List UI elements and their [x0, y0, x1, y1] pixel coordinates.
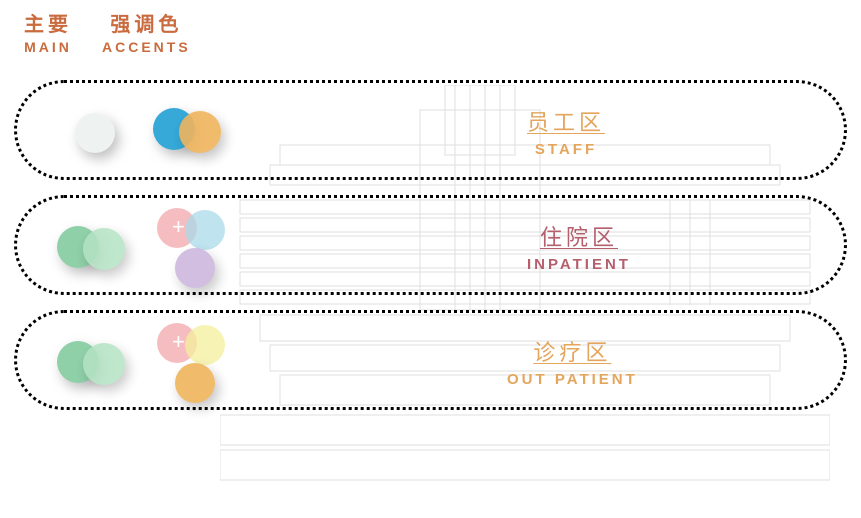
zone-label-en-inpatient: INPATIENT	[527, 256, 631, 273]
zone-label-inpatient: 住院区 INPATIENT	[527, 220, 631, 273]
zone-row-inpatient: + 住院区 INPATIENT	[14, 195, 847, 295]
accent-swatch-inpatient-2	[175, 248, 215, 288]
zone-label-staff: 员工区 STAFF	[527, 105, 605, 158]
accent-swatch-inpatient-1	[185, 210, 225, 250]
header: 主要 MAIN 强调色 ACCENTS	[24, 8, 191, 55]
zone-label-zh-staff: 员工区	[527, 105, 605, 137]
header-main-col: 主要 MAIN	[24, 8, 72, 55]
zone-label-outpatient: 诊疗区 OUT PATIENT	[507, 335, 638, 388]
plus-icon-outpatient: +	[172, 331, 185, 353]
zone-row-staff: 员工区 STAFF	[14, 80, 847, 180]
header-main-zh: 主要	[24, 8, 72, 37]
zone-label-en-staff: STAFF	[535, 141, 597, 158]
header-accent-col: 强调色 ACCENTS	[102, 8, 191, 55]
accent-swatch-staff-1	[179, 111, 221, 153]
header-accent-en: ACCENTS	[102, 39, 191, 55]
header-accent-zh: 强调色	[102, 8, 191, 37]
zone-label-en-outpatient: OUT PATIENT	[507, 371, 638, 388]
main-swatch-staff-0	[75, 113, 115, 153]
main-swatch-inpatient-1	[83, 228, 125, 270]
accent-swatch-outpatient-1	[185, 325, 225, 365]
accent-swatch-outpatient-2	[175, 363, 215, 403]
zone-label-zh-outpatient: 诊疗区	[533, 335, 611, 367]
zone-row-outpatient: + 诊疗区 OUT PATIENT	[14, 310, 847, 410]
plus-icon-inpatient: +	[172, 216, 185, 238]
zone-label-zh-inpatient: 住院区	[540, 220, 618, 252]
header-main-en: MAIN	[24, 39, 72, 55]
main-swatch-outpatient-1	[83, 343, 125, 385]
